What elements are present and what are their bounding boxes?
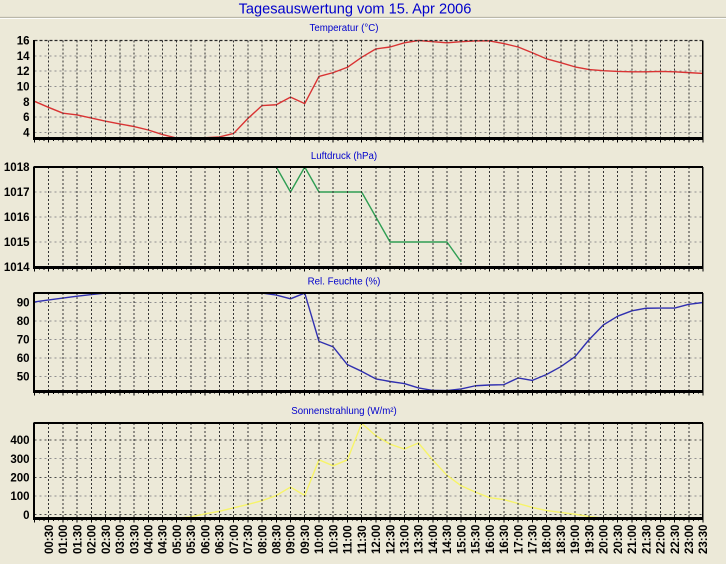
svg-text:05:30: 05:30 — [186, 525, 198, 554]
svg-text:16: 16 — [17, 36, 30, 48]
svg-text:90: 90 — [17, 298, 30, 310]
svg-text:07:30: 07:30 — [243, 525, 255, 554]
svg-text:13:30: 13:30 — [414, 525, 426, 554]
svg-text:23:00: 23:00 — [684, 525, 696, 554]
svg-text:01:30: 01:30 — [72, 525, 84, 554]
svg-text:Rel. Feuchte (%): Rel. Feuchte (%) — [308, 276, 381, 287]
svg-text:70: 70 — [17, 335, 30, 347]
svg-text:Temperatur (°C): Temperatur (°C) — [309, 23, 378, 34]
svg-text:06:30: 06:30 — [215, 525, 227, 554]
svg-text:14:30: 14:30 — [442, 525, 454, 554]
svg-text:60: 60 — [17, 353, 30, 365]
svg-text:07:00: 07:00 — [229, 525, 241, 554]
svg-text:300: 300 — [10, 454, 29, 466]
svg-text:10: 10 — [17, 82, 30, 94]
svg-text:22:30: 22:30 — [670, 525, 682, 554]
svg-text:1015: 1015 — [4, 237, 30, 249]
svg-text:16:00: 16:00 — [485, 525, 497, 554]
svg-text:10:30: 10:30 — [328, 525, 340, 554]
svg-text:100: 100 — [10, 491, 29, 503]
svg-text:0: 0 — [23, 510, 29, 522]
svg-text:12:00: 12:00 — [371, 525, 383, 554]
svg-text:21:30: 21:30 — [641, 525, 653, 554]
svg-text:06:00: 06:00 — [200, 525, 212, 554]
svg-text:01:00: 01:00 — [58, 525, 70, 554]
svg-text:17:30: 17:30 — [528, 525, 540, 554]
svg-text:14:00: 14:00 — [428, 525, 440, 554]
svg-text:15:30: 15:30 — [471, 525, 483, 554]
svg-text:18:00: 18:00 — [542, 525, 554, 554]
svg-text:02:30: 02:30 — [101, 525, 113, 554]
svg-text:22:00: 22:00 — [656, 525, 668, 554]
svg-text:Tagesauswertung vom 15. Apr 20: Tagesauswertung vom 15. Apr 2006 — [239, 2, 472, 18]
svg-text:09:30: 09:30 — [300, 525, 312, 554]
svg-text:08:30: 08:30 — [272, 525, 284, 554]
svg-text:1018: 1018 — [4, 162, 30, 174]
svg-text:8: 8 — [23, 97, 30, 109]
svg-text:19:30: 19:30 — [584, 525, 596, 554]
svg-text:05:00: 05:00 — [172, 525, 184, 554]
svg-text:17:00: 17:00 — [513, 525, 525, 554]
svg-text:04:30: 04:30 — [158, 525, 170, 554]
svg-text:02:00: 02:00 — [87, 525, 99, 554]
svg-text:6: 6 — [23, 112, 29, 124]
svg-text:12: 12 — [17, 66, 30, 78]
svg-text:12:30: 12:30 — [385, 525, 397, 554]
svg-text:16:30: 16:30 — [499, 525, 511, 554]
svg-text:09:00: 09:00 — [286, 525, 298, 554]
svg-text:04:00: 04:00 — [143, 525, 155, 554]
svg-text:15:00: 15:00 — [456, 525, 468, 554]
svg-text:03:00: 03:00 — [115, 525, 127, 554]
svg-text:11:00: 11:00 — [343, 525, 355, 554]
svg-text:20:00: 20:00 — [599, 525, 611, 554]
svg-text:18:30: 18:30 — [556, 525, 568, 554]
svg-text:08:00: 08:00 — [257, 525, 269, 554]
svg-text:1017: 1017 — [4, 187, 30, 199]
svg-text:400: 400 — [10, 435, 29, 447]
svg-text:1014: 1014 — [4, 262, 30, 274]
svg-text:10:00: 10:00 — [314, 525, 326, 554]
svg-text:20:30: 20:30 — [613, 525, 625, 554]
svg-text:21:00: 21:00 — [627, 525, 639, 554]
svg-text:80: 80 — [17, 316, 30, 328]
svg-text:23:30: 23:30 — [698, 525, 710, 554]
svg-text:Sonnenstrahlung (W/m²): Sonnenstrahlung (W/m²) — [291, 406, 397, 417]
svg-text:03:30: 03:30 — [129, 525, 141, 554]
svg-text:00:30: 00:30 — [44, 525, 56, 554]
svg-text:4: 4 — [23, 127, 30, 139]
svg-text:Luftdruck (hPa): Luftdruck (hPa) — [311, 151, 377, 162]
svg-text:11:30: 11:30 — [357, 525, 369, 554]
svg-text:50: 50 — [17, 372, 30, 384]
svg-text:1016: 1016 — [4, 212, 30, 224]
svg-text:14: 14 — [17, 51, 30, 63]
svg-text:200: 200 — [10, 472, 29, 484]
svg-text:13:00: 13:00 — [400, 525, 412, 554]
svg-text:19:00: 19:00 — [570, 525, 582, 554]
